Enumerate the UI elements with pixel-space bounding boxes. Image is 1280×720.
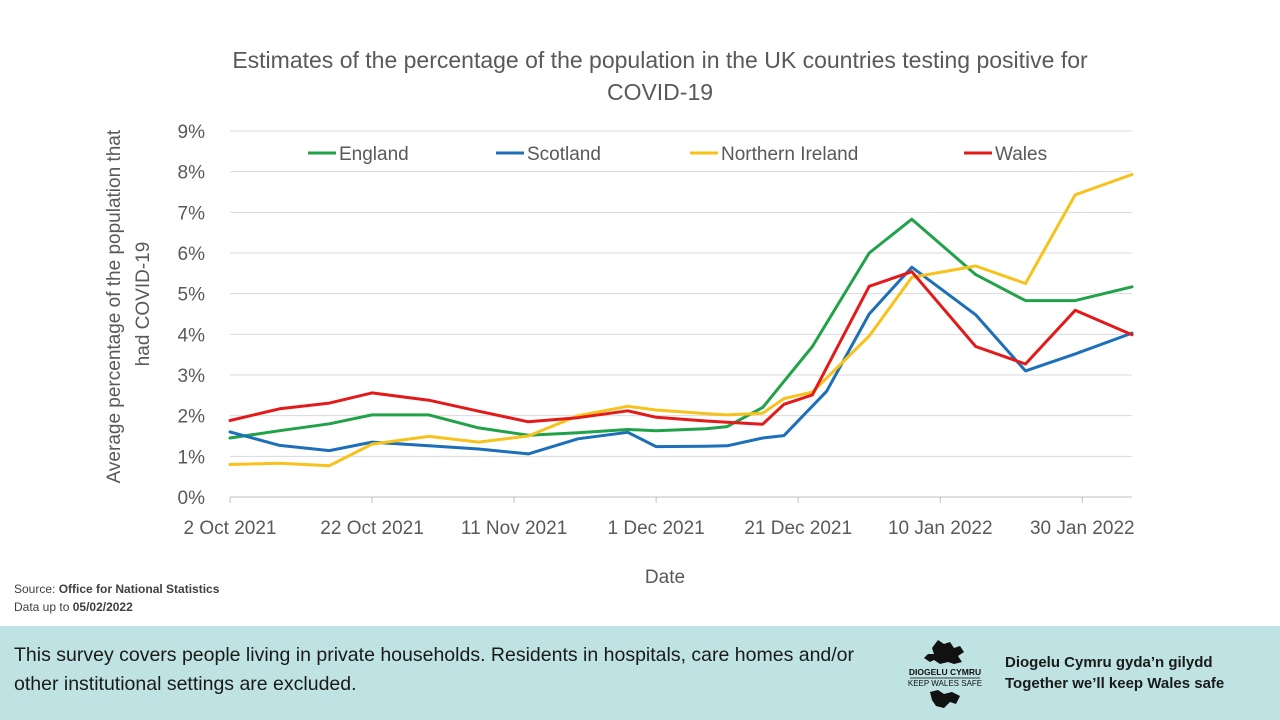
slogan-english: Together we’ll keep Wales safe — [1005, 675, 1225, 692]
x-tick-label: 11 Nov 2021 — [461, 518, 567, 539]
series-line-northern-ireland — [228, 173, 1134, 468]
x-tick-label: 21 Dec 2021 — [744, 518, 852, 539]
line-chart: 0% 1% 2% 3% 4% 5% 6% 7% 8% 9% 2 Oct 2021 22 Oct 20… — [104, 122, 1135, 588]
y-tick-label: 8% — [178, 163, 206, 184]
source-note: Source: Office for National Statistics — [14, 582, 219, 596]
y-axis-label: Average percentage of the population tha… — [104, 125, 154, 484]
x-tick-label: 10 Jan 2022 — [888, 518, 993, 539]
series-line-wales — [228, 270, 1134, 426]
series-line-england — [228, 217, 1134, 440]
source-value: Office for National Statistics — [58, 582, 220, 596]
x-axis-label: Date — [645, 567, 685, 588]
y-axis-label-line-1: Average percentage of the population tha… — [104, 129, 125, 483]
data-date-label: Data up to — [14, 600, 70, 614]
keep-wales-safe-logo: DIOGELU CYMRU KEEP WALES SAFE — [908, 640, 982, 708]
y-tick-label: 5% — [178, 285, 206, 306]
footer-banner: This survey covers people living in priv… — [0, 626, 1280, 720]
y-tick-label: 4% — [178, 325, 206, 346]
x-tick-labels: 2 Oct 2021 22 Oct 2021 11 Nov 2021 1 Dec 20… — [184, 518, 1135, 539]
x-tick-label: 22 Oct 2021 — [320, 518, 424, 539]
x-tick-label: 1 Dec 2021 — [608, 518, 705, 539]
y-axis-label-line-2: had COVID-19 — [133, 242, 154, 367]
y-tick-label: 7% — [178, 203, 206, 224]
logo-text-welsh: DIOGELU CYMRU — [909, 667, 981, 677]
legend-label-wales: Wales — [995, 144, 1047, 165]
legend-label-scotland: Scotland — [527, 144, 601, 165]
x-tick-label: 30 Jan 2022 — [1030, 518, 1135, 539]
slogan-welsh: Diogelu Cymru gyda’n gilydd — [1005, 654, 1213, 671]
y-tick-label: 2% — [178, 407, 206, 428]
data-date-value: 05/02/2022 — [72, 600, 133, 614]
y-tick-labels: 0% 1% 2% 3% 4% 5% 6% 7% 8% 9% — [178, 122, 206, 509]
y-tick-label: 9% — [178, 122, 206, 143]
source-label: Source: — [14, 582, 56, 596]
y-tick-label: 3% — [178, 366, 206, 387]
legend-label-northern-ireland: Northern Ireland — [721, 144, 858, 165]
wales-map-icon — [924, 640, 964, 664]
series-line-scotland — [228, 265, 1134, 456]
x-tick-label: 2 Oct 2021 — [184, 518, 277, 539]
series-lines — [228, 173, 1134, 468]
gridlines — [229, 130, 1132, 503]
wales-map-south-icon — [930, 690, 960, 708]
chart-title: Estimates of the percentage of the popul… — [232, 47, 1088, 105]
data-date-note: Data up to 05/02/2022 — [14, 600, 133, 614]
y-tick-label: 0% — [178, 488, 206, 509]
y-tick-label: 6% — [178, 244, 206, 265]
y-tick-label: 1% — [178, 447, 206, 468]
logo-text-english: KEEP WALES SAFE — [908, 679, 982, 688]
slogan: Diogelu Cymru gyda’n gilydd Together we’… — [1005, 652, 1224, 694]
legend-label-england: England — [339, 144, 409, 165]
survey-note: This survey covers people living in priv… — [14, 644, 855, 695]
legend: England Scotland Northern Ireland Wales — [308, 144, 1047, 165]
